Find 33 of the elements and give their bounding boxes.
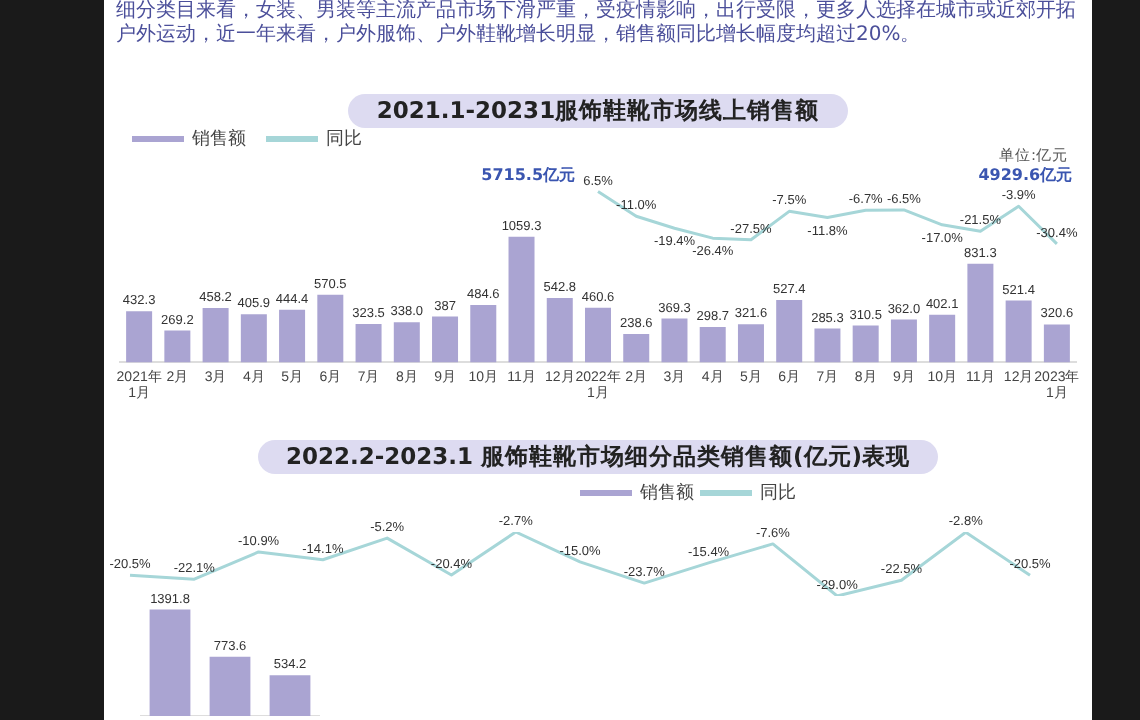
bar — [432, 316, 459, 363]
bar — [776, 299, 803, 363]
bar — [202, 308, 229, 363]
chart-title: 2021.1-20231服饰鞋靴市场线上销售额 — [348, 94, 848, 128]
bar — [737, 324, 764, 363]
text: 4929.6亿元 — [978, 166, 1073, 185]
text: 5715.5亿元 — [481, 166, 576, 185]
bar — [355, 324, 382, 363]
bar — [623, 334, 650, 363]
bar — [814, 328, 841, 363]
bar — [585, 307, 611, 363]
bar — [929, 314, 956, 363]
bar — [126, 311, 153, 363]
bar — [164, 330, 191, 363]
legend-label: 销售额 — [192, 127, 246, 152]
bar — [852, 325, 879, 363]
bar — [661, 318, 688, 363]
bar — [508, 236, 535, 363]
bar — [470, 304, 497, 363]
bar — [317, 294, 344, 363]
bar — [890, 319, 917, 363]
bar — [1005, 300, 1032, 363]
bar — [546, 298, 573, 363]
bar — [967, 263, 994, 363]
bar — [393, 322, 420, 363]
legend-label: 销售额 — [640, 481, 694, 506]
bar — [699, 326, 726, 363]
legend-label: 同比 — [326, 127, 362, 152]
bar — [1043, 324, 1070, 363]
bar — [240, 314, 267, 363]
legend-label: 同比 — [760, 481, 796, 506]
bar — [279, 309, 306, 363]
chart-title: 2022.2-2023.1 服饰鞋靴市场细分品类销售额(亿元)表现 — [257, 440, 939, 474]
